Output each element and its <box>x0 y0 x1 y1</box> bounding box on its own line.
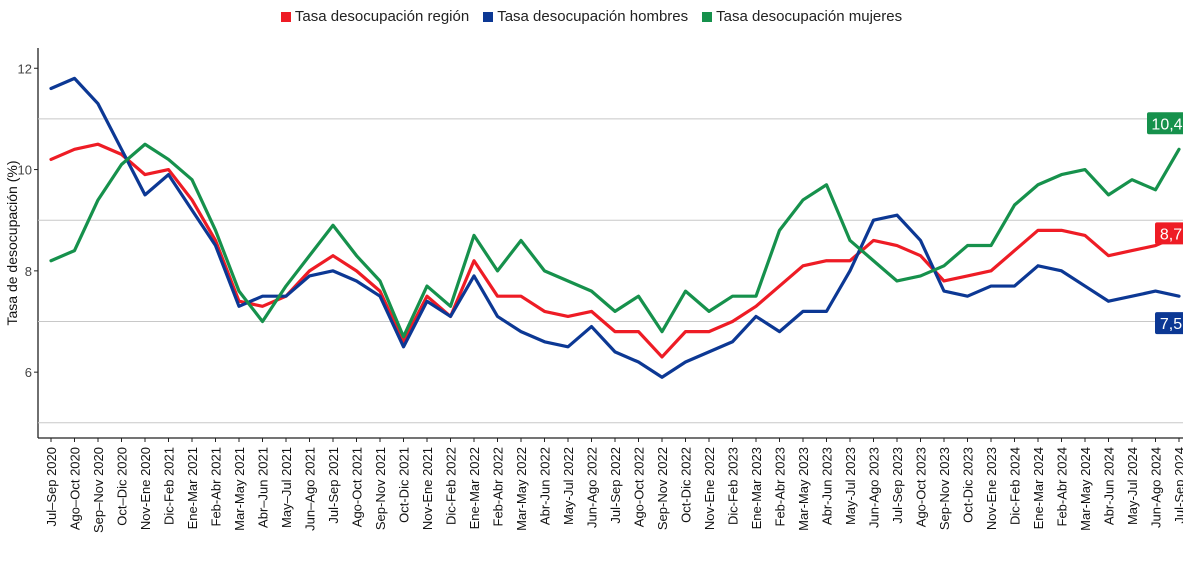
x-tick-label-20: Mar-May 2022 <box>514 447 529 531</box>
x-tick-label-41: Dic-Feb 2024 <box>1008 447 1023 525</box>
legend: Tasa desocupación región Tasa desocupació… <box>0 8 1183 25</box>
x-tick-label-34: May-Jul 2023 <box>843 447 858 525</box>
x-tick-label-43: Feb-Abr 2024 <box>1055 447 1070 527</box>
x-tick-label-23: Jun-Ago 2022 <box>585 447 600 528</box>
x-tick-label-25: Ago-Oct 2022 <box>632 447 647 527</box>
end-label-0: 8,7 <box>1160 226 1182 243</box>
x-tick-label-36: Jul-Sep 2023 <box>890 447 905 524</box>
x-tick-label-31: Feb-Abr 2023 <box>773 447 788 527</box>
legend-label-1: Tasa desocupación hombres <box>497 8 689 25</box>
x-tick-label-48: Jul-Sep 2024 <box>1172 447 1183 524</box>
x-tick-label-6: Ene-Mar 2021 <box>185 447 200 529</box>
x-tick-label-21: Abr-Jun 2022 <box>538 447 553 525</box>
x-tick-label-47: Jun-Ago 2024 <box>1149 447 1164 528</box>
x-tick-label-30: Ene-Mar 2023 <box>749 447 764 529</box>
x-tick-label-9: Abr–Jun 2021 <box>256 447 271 528</box>
x-tick-label-39: Oct-Dic 2023 <box>961 447 976 523</box>
x-tick-label-38: Sep-Nov 2023 <box>937 447 952 530</box>
x-tick-label-5: Dic-Feb 2021 <box>162 447 177 525</box>
x-tick-label-13: Ago-Oct 2021 <box>350 447 365 527</box>
x-tick-label-16: Nov-Ene 2021 <box>420 447 435 530</box>
x-tick-label-27: Oct-Dic 2022 <box>679 447 694 523</box>
x-tick-label-11: Jun–Ago 2021 <box>303 447 318 531</box>
x-tick-label-46: May-Jul 2024 <box>1125 447 1140 525</box>
series-line-2 <box>49 142 1181 339</box>
x-tick-label-8: Mar-May 2021 <box>232 447 247 531</box>
y-tick-label-0: 6 <box>25 365 32 380</box>
end-label-box-0 <box>1155 222 1183 245</box>
end-label-box-1 <box>1155 312 1183 335</box>
x-tick-label-0: Jul–Sep 2020 <box>44 447 59 527</box>
y-axis-label: Tasa de desocupación (%) <box>4 161 20 326</box>
x-tick-label-10: May–Jul 2021 <box>279 447 294 528</box>
x-tick-label-44: Mar-May 2024 <box>1078 447 1093 531</box>
x-tick-label-7: Feb-Abr 2021 <box>209 447 224 527</box>
x-tick-label-28: Nov-Ene 2022 <box>702 447 717 530</box>
x-tick-label-33: Abr-Jun 2023 <box>820 447 835 525</box>
x-tick-label-18: Ene-Mar 2022 <box>467 447 482 529</box>
x-tick-label-19: Feb-Abr 2022 <box>491 447 506 527</box>
x-tick-label-1: Ago–Oct 2020 <box>68 447 83 530</box>
series-line-1 <box>49 76 1181 379</box>
x-tick-label-24: Jul-Sep 2022 <box>608 447 623 524</box>
end-label-box-2 <box>1147 112 1183 135</box>
legend-item-1: Tasa desocupación hombres <box>483 8 688 25</box>
series-line-0 <box>49 142 1181 359</box>
legend-item-0: Tasa desocupación región <box>280 8 470 25</box>
end-label-1: 7,5 <box>1160 316 1182 333</box>
x-tick-label-14: Sep-Nov 2021 <box>373 447 388 530</box>
x-tick-label-32: Mar-May 2023 <box>796 447 811 531</box>
end-label-2: 10,4 <box>1151 116 1182 133</box>
legend-label-0: Tasa desocupación región <box>294 8 470 25</box>
x-tick-label-45: Abr-Jun 2024 <box>1102 447 1117 525</box>
legend-item-2: Tasa desocupación mujeres <box>702 8 902 25</box>
x-tick-label-35: Jun-Ago 2023 <box>867 447 882 528</box>
x-tick-label-26: Sep-Nov 2022 <box>655 447 670 530</box>
y-tick-label-1: 8 <box>25 264 32 279</box>
x-tick-label-22: May-Jul 2022 <box>561 447 576 525</box>
x-tick-label-42: Ene-Mar 2024 <box>1031 447 1046 529</box>
x-tick-label-4: Nov-Ene 2020 <box>138 447 153 530</box>
x-tick-label-29: Dic-Feb 2023 <box>726 447 741 525</box>
x-tick-label-40: Nov-Ene 2023 <box>984 447 999 530</box>
legend-label-2: Tasa desocupación mujeres <box>716 8 903 25</box>
x-tick-label-2: Sep–Nov 2020 <box>91 447 106 533</box>
x-tick-label-37: Ago-Oct 2023 <box>914 447 929 527</box>
legend-swatch-1 <box>483 11 494 22</box>
x-tick-label-3: Oct–Dic 2020 <box>115 447 130 526</box>
x-tick-label-17: Dic-Feb 2022 <box>444 447 459 525</box>
y-tick-label-3: 12 <box>18 61 32 76</box>
legend-swatch-0 <box>280 11 291 22</box>
x-tick-label-12: Jul-Sep 2021 <box>326 447 341 524</box>
x-tick-label-15: Oct-Dic 2021 <box>397 447 412 523</box>
legend-swatch-2 <box>702 11 713 22</box>
y-tick-label-2: 10 <box>18 163 32 178</box>
